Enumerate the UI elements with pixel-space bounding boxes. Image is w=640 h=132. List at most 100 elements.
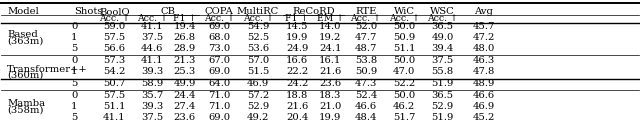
Text: 58.9: 58.9 [141, 79, 163, 88]
Text: 57.0: 57.0 [247, 56, 269, 65]
Text: (360m): (360m) [7, 71, 44, 80]
Text: 24.9: 24.9 [286, 44, 308, 53]
Text: 24.4: 24.4 [173, 91, 196, 100]
Text: 37.5: 37.5 [141, 113, 163, 122]
Text: 55.8: 55.8 [431, 67, 454, 76]
Text: 46.9: 46.9 [472, 102, 495, 111]
Text: 19.2: 19.2 [319, 33, 341, 42]
Text: 71.0: 71.0 [208, 102, 230, 111]
Text: 57.5: 57.5 [103, 33, 125, 42]
Text: 59.0: 59.0 [103, 22, 125, 31]
Text: 44.6: 44.6 [141, 44, 163, 53]
Text: 25.3: 25.3 [173, 67, 196, 76]
Text: 50.9: 50.9 [393, 33, 415, 42]
Text: 54.2: 54.2 [103, 67, 125, 76]
Text: 5: 5 [71, 113, 77, 122]
Text: Acc. ↑: Acc. ↑ [136, 14, 168, 23]
Text: 39.3: 39.3 [141, 67, 163, 76]
Text: 52.0: 52.0 [355, 22, 377, 31]
Text: 50.0: 50.0 [393, 91, 415, 100]
Text: 21.6: 21.6 [286, 102, 308, 111]
Text: 48.4: 48.4 [355, 113, 377, 122]
Text: 50.7: 50.7 [103, 79, 125, 88]
Text: 41.1: 41.1 [141, 22, 163, 31]
Text: 37.5: 37.5 [141, 33, 163, 42]
Text: Model: Model [7, 7, 39, 16]
Text: 47.8: 47.8 [472, 67, 495, 76]
Text: 16.1: 16.1 [319, 56, 341, 65]
Text: 18.3: 18.3 [319, 91, 341, 100]
Text: 49.0: 49.0 [431, 33, 454, 42]
Text: 50.9: 50.9 [355, 67, 377, 76]
Text: 41.1: 41.1 [141, 56, 163, 65]
Text: 1: 1 [71, 102, 77, 111]
Text: 67.0: 67.0 [208, 56, 230, 65]
Text: 27.4: 27.4 [173, 102, 196, 111]
Text: Transformer++: Transformer++ [7, 65, 88, 74]
Text: 23.6: 23.6 [173, 113, 196, 122]
Text: F1 ↑: F1 ↑ [173, 14, 196, 23]
Text: Acc. ↑: Acc. ↑ [204, 14, 234, 23]
Text: Acc. ↑: Acc. ↑ [243, 14, 273, 23]
Text: 19.9: 19.9 [319, 113, 341, 122]
Text: 50.0: 50.0 [393, 56, 415, 65]
Text: 35.7: 35.7 [141, 91, 163, 100]
Text: 51.5: 51.5 [247, 67, 269, 76]
Text: 18.8: 18.8 [286, 91, 308, 100]
Text: 28.9: 28.9 [173, 44, 196, 53]
Text: 68.0: 68.0 [208, 33, 230, 42]
Text: 49.9: 49.9 [173, 79, 196, 88]
Text: 16.6: 16.6 [286, 56, 308, 65]
Text: Based: Based [7, 30, 38, 39]
Text: 45.7: 45.7 [472, 22, 495, 31]
Text: 24.2: 24.2 [286, 79, 308, 88]
Text: 41.1: 41.1 [103, 113, 125, 122]
Text: 46.2: 46.2 [393, 102, 415, 111]
Text: 14.0: 14.0 [319, 22, 342, 31]
Text: 52.9: 52.9 [247, 102, 269, 111]
Text: 37.5: 37.5 [431, 56, 454, 65]
Text: 48.9: 48.9 [472, 79, 495, 88]
Text: 21.3: 21.3 [173, 56, 196, 65]
Text: 1: 1 [71, 33, 77, 42]
Text: 50.0: 50.0 [393, 22, 415, 31]
Text: 47.3: 47.3 [355, 79, 377, 88]
Text: 54.9: 54.9 [247, 22, 269, 31]
Text: 21.6: 21.6 [319, 67, 341, 76]
Text: 5: 5 [71, 44, 77, 53]
Text: 51.9: 51.9 [431, 113, 454, 122]
Text: RTE: RTE [355, 7, 377, 16]
Text: BoolQ: BoolQ [99, 7, 130, 16]
Text: 47.2: 47.2 [472, 33, 495, 42]
Text: 24.1: 24.1 [319, 44, 342, 53]
Text: 53.6: 53.6 [247, 44, 269, 53]
Text: 36.5: 36.5 [431, 91, 454, 100]
Text: Mamba: Mamba [7, 99, 45, 108]
Text: 71.0: 71.0 [208, 91, 230, 100]
Text: 19.4: 19.4 [173, 22, 196, 31]
Text: 47.0: 47.0 [393, 67, 415, 76]
Text: 23.6: 23.6 [319, 79, 341, 88]
Text: 52.2: 52.2 [393, 79, 415, 88]
Text: Acc. ↑: Acc. ↑ [427, 14, 458, 23]
Text: EM ↑: EM ↑ [317, 14, 344, 23]
Text: COPA: COPA [205, 7, 234, 16]
Text: 47.7: 47.7 [355, 33, 377, 42]
Text: 46.9: 46.9 [247, 79, 269, 88]
Text: 53.8: 53.8 [355, 56, 377, 65]
Text: 0: 0 [71, 22, 77, 31]
Text: Acc. ↑: Acc. ↑ [99, 14, 130, 23]
Text: 69.0: 69.0 [208, 113, 230, 122]
Text: 1: 1 [71, 67, 77, 76]
Text: 46.6: 46.6 [355, 102, 377, 111]
Text: 39.4: 39.4 [431, 44, 454, 53]
Text: 57.5: 57.5 [103, 91, 125, 100]
Text: CB: CB [161, 7, 176, 16]
Text: 45.2: 45.2 [472, 113, 495, 122]
Text: 0: 0 [71, 56, 77, 65]
Text: 73.0: 73.0 [208, 44, 230, 53]
Text: ReCoRD: ReCoRD [292, 7, 335, 16]
Text: 21.0: 21.0 [319, 102, 341, 111]
Text: MultiRC: MultiRC [237, 7, 279, 16]
Text: Acc. ↑: Acc. ↑ [389, 14, 420, 23]
